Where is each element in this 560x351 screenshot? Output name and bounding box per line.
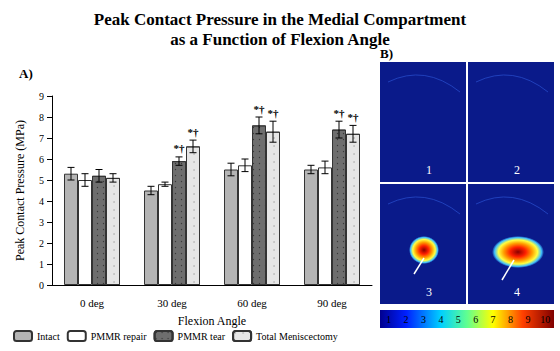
svg-text:4: 4 — [514, 285, 520, 299]
svg-text:Flexion Angle: Flexion Angle — [178, 314, 246, 328]
svg-text:90 deg: 90 deg — [317, 297, 347, 309]
svg-text:*†: *† — [254, 103, 266, 115]
svg-text:*†: *† — [188, 126, 200, 138]
svg-text:3: 3 — [421, 314, 426, 325]
svg-text:8: 8 — [508, 314, 513, 325]
svg-text:6: 6 — [473, 314, 478, 325]
svg-text:6: 6 — [39, 154, 44, 165]
svg-text:7: 7 — [39, 133, 44, 144]
svg-text:*†: *† — [348, 111, 360, 123]
svg-text:Peak Contact Pressure (MPa): Peak Contact Pressure (MPa) — [13, 120, 27, 261]
svg-text:3: 3 — [426, 285, 432, 299]
svg-text:PMMR repair: PMMR repair — [91, 331, 148, 342]
svg-text:2: 2 — [404, 314, 409, 325]
svg-text:PMMR tear: PMMR tear — [178, 331, 226, 342]
svg-text:10: 10 — [540, 314, 550, 325]
svg-text:as a Function of Flexion Angle: as a Function of Flexion Angle — [170, 30, 390, 49]
svg-text:8: 8 — [39, 112, 44, 123]
svg-text:1: 1 — [426, 163, 432, 177]
svg-text:0: 0 — [39, 280, 44, 291]
svg-text:5: 5 — [456, 314, 461, 325]
svg-text:1: 1 — [386, 314, 391, 325]
svg-text:5: 5 — [39, 175, 44, 186]
svg-text:Total Meniscectomy: Total Meniscectomy — [256, 331, 338, 342]
svg-text:A): A) — [19, 66, 33, 81]
svg-text:4: 4 — [39, 196, 44, 207]
svg-text:*†: *† — [174, 142, 186, 154]
svg-text:*†: *† — [268, 107, 280, 119]
svg-text:B): B) — [380, 46, 393, 61]
svg-text:3: 3 — [39, 217, 44, 228]
svg-text:2: 2 — [39, 238, 44, 249]
svg-text:*†: *† — [334, 107, 346, 119]
svg-text:9: 9 — [525, 314, 530, 325]
svg-text:Peak Contact Pressure in the M: Peak Contact Pressure in the Medial Comp… — [94, 10, 467, 29]
svg-text:2: 2 — [514, 163, 520, 177]
svg-text:4: 4 — [438, 314, 443, 325]
svg-text:Intact: Intact — [37, 331, 60, 342]
svg-text:9: 9 — [39, 91, 44, 102]
svg-text:1: 1 — [39, 259, 44, 270]
svg-text:0 deg: 0 deg — [80, 297, 105, 309]
svg-text:7: 7 — [491, 314, 496, 325]
svg-text:60 deg: 60 deg — [237, 297, 267, 309]
svg-text:30 deg: 30 deg — [157, 297, 187, 309]
